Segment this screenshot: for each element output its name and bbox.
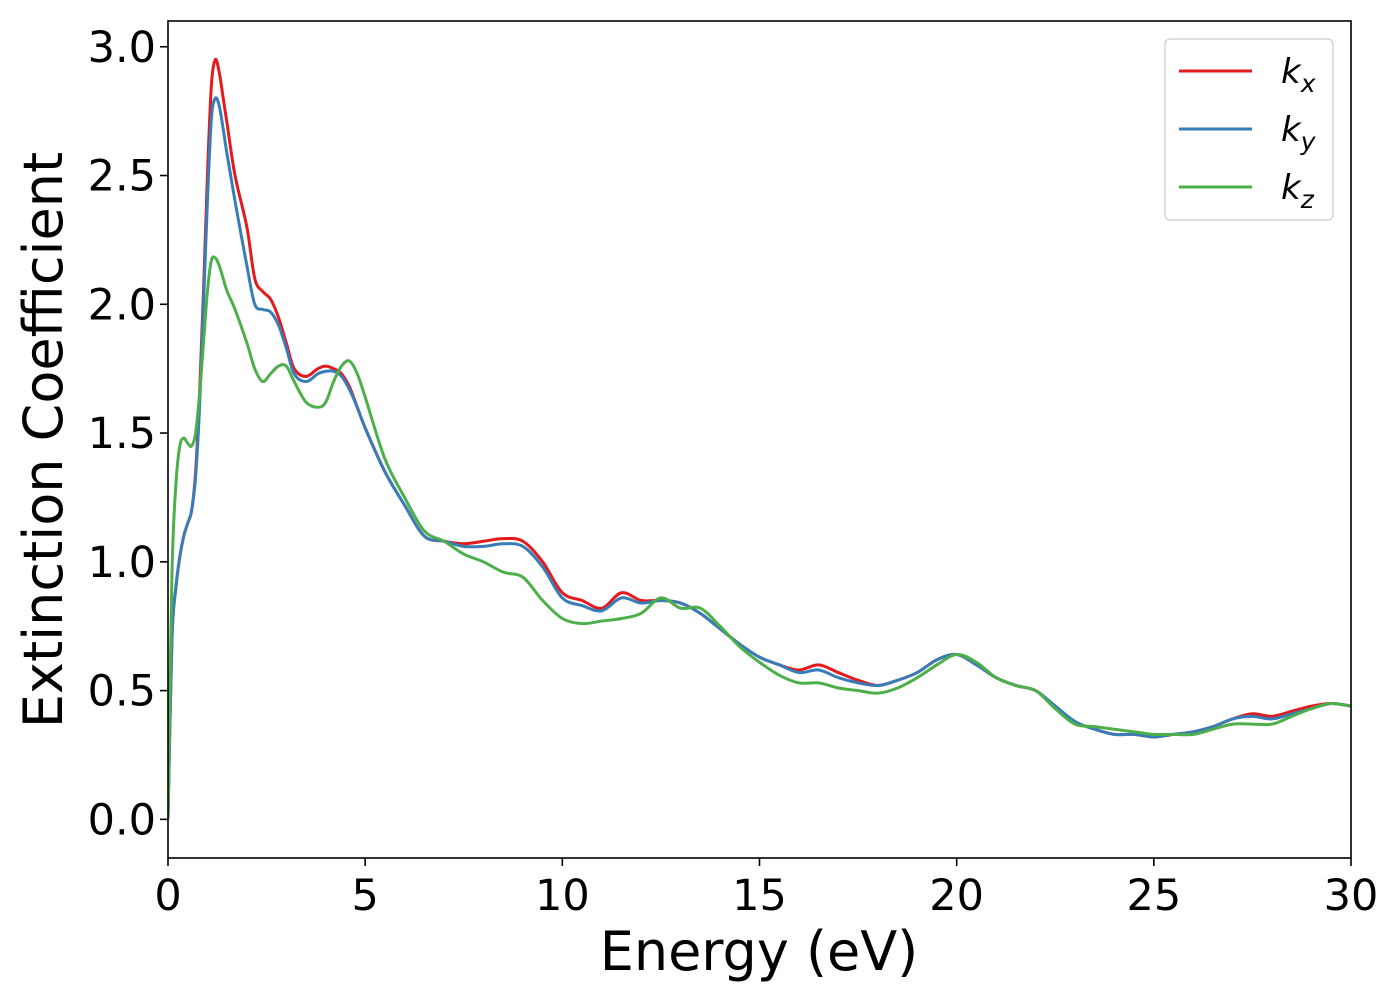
x-axis-title: Energy (eV) bbox=[600, 920, 919, 983]
y-tick-label: 0.0 bbox=[88, 795, 156, 845]
y-tick-label: 3.0 bbox=[88, 23, 156, 73]
y-axis-title: Extinction Coefficient bbox=[12, 152, 75, 728]
x-tick-label: 10 bbox=[535, 871, 590, 921]
x-tick-label: 25 bbox=[1126, 871, 1181, 921]
series-line-2 bbox=[168, 255, 1351, 820]
x-tick-label: 0 bbox=[154, 871, 181, 921]
x-tick-label: 15 bbox=[732, 871, 787, 921]
y-tick-label: 1.5 bbox=[88, 409, 156, 459]
series-line-1 bbox=[168, 96, 1351, 820]
y-tick-label: 0.5 bbox=[88, 667, 156, 717]
plot-lines bbox=[168, 57, 1351, 820]
x-tick-label: 5 bbox=[351, 871, 378, 921]
y-tick-label: 1.0 bbox=[88, 538, 156, 588]
legend-label-1: ky bbox=[1281, 110, 1317, 156]
legend: kx ky kz bbox=[1164, 38, 1334, 221]
y-tick-label: 2.5 bbox=[88, 152, 156, 202]
axes bbox=[160, 20, 1352, 866]
legend-label-2: kz bbox=[1281, 168, 1315, 214]
x-tick-label: 20 bbox=[929, 871, 984, 921]
legend-label-0: kx bbox=[1281, 52, 1316, 98]
tick-labels: 0 5 10 15 20 25 30 0.0 0.5 1.0 1.5 2.0 2.5 3.0 bbox=[88, 23, 1379, 921]
y-tick-label: 2.0 bbox=[88, 280, 156, 330]
x-tick-label: 30 bbox=[1324, 871, 1379, 921]
